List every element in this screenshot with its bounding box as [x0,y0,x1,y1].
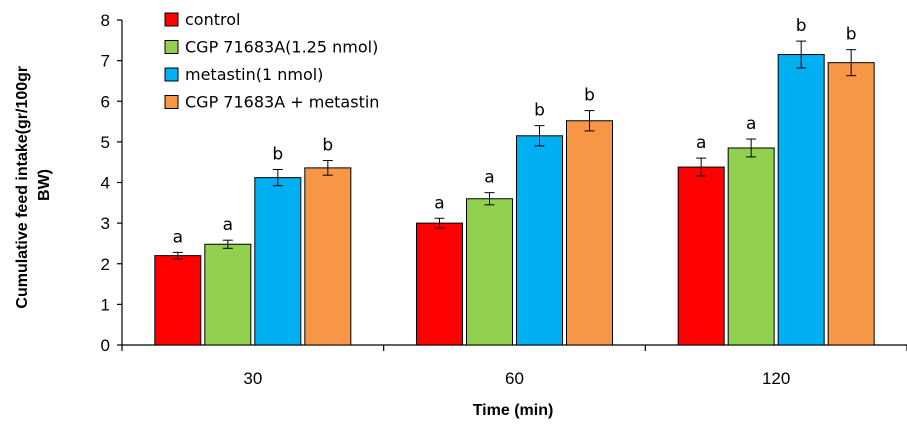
bar [254,177,302,346]
significance-label: b [322,136,333,156]
legend-label: CGP 71683A + metastin [185,93,379,112]
x-tick-label: 120 [762,369,790,388]
bar [566,120,613,346]
bars [154,54,875,346]
bar [466,198,513,346]
x-tick-labels: 30 60 120 [243,369,790,388]
significance-label: a [484,168,494,188]
bar [516,135,563,346]
significance-label: b [272,145,283,165]
error-bars [172,40,857,260]
significance-label: a [223,215,233,235]
y-tick-label: 2 [101,255,110,274]
significance-label: a [746,114,756,134]
legend: control CGP 71683A(1.25 nmol) metastin(1 n… [164,10,379,112]
bar [677,166,725,346]
bar [727,147,775,346]
significance-labels: a a b b a a b b a a b b [173,16,857,247]
y-axis-title-line-2: BW) [36,169,53,201]
significance-label: a [434,193,444,213]
x-tick-label: 60 [505,369,524,388]
y-tick-label: 7 [101,52,110,71]
y-tick-label: 6 [101,92,110,111]
significance-label: b [796,16,807,36]
significance-label: b [584,86,595,106]
bar [204,243,252,346]
axes [117,19,907,351]
legend-swatch [164,12,179,27]
bar [304,167,352,346]
bar [416,222,463,346]
legend-swatch [164,95,179,109]
bar [154,255,202,346]
legend-swatch [164,40,179,54]
bar [827,62,875,346]
y-tick-label: 0 [101,336,110,355]
significance-label: a [173,227,183,247]
y-tick-label: 3 [101,214,110,233]
y-tick-label: 8 [101,11,110,30]
x-tick-label: 30 [243,369,262,388]
significance-label: b [534,101,545,121]
y-axis-title-line-1: Cumulative feed intake(gr/100gr [14,66,31,309]
y-tick-labels: 0 1 2 3 4 5 6 7 8 [101,11,110,355]
x-axis-title: Time (min) [473,402,554,419]
legend-label: metastin(1 nmol) [185,65,323,84]
bar [777,54,825,346]
legend-label: CGP 71683A(1.25 nmol) [185,38,378,57]
y-axis-title: Cumulative feed intake(gr/100gr BW) [14,61,53,308]
significance-label: b [846,25,857,45]
legend-label: control [185,10,240,29]
y-tick-label: 1 [101,295,110,314]
y-tick-label: 5 [101,133,110,152]
legend-swatch [164,67,179,82]
significance-label: a [696,133,706,153]
y-tick-label: 4 [101,174,110,193]
